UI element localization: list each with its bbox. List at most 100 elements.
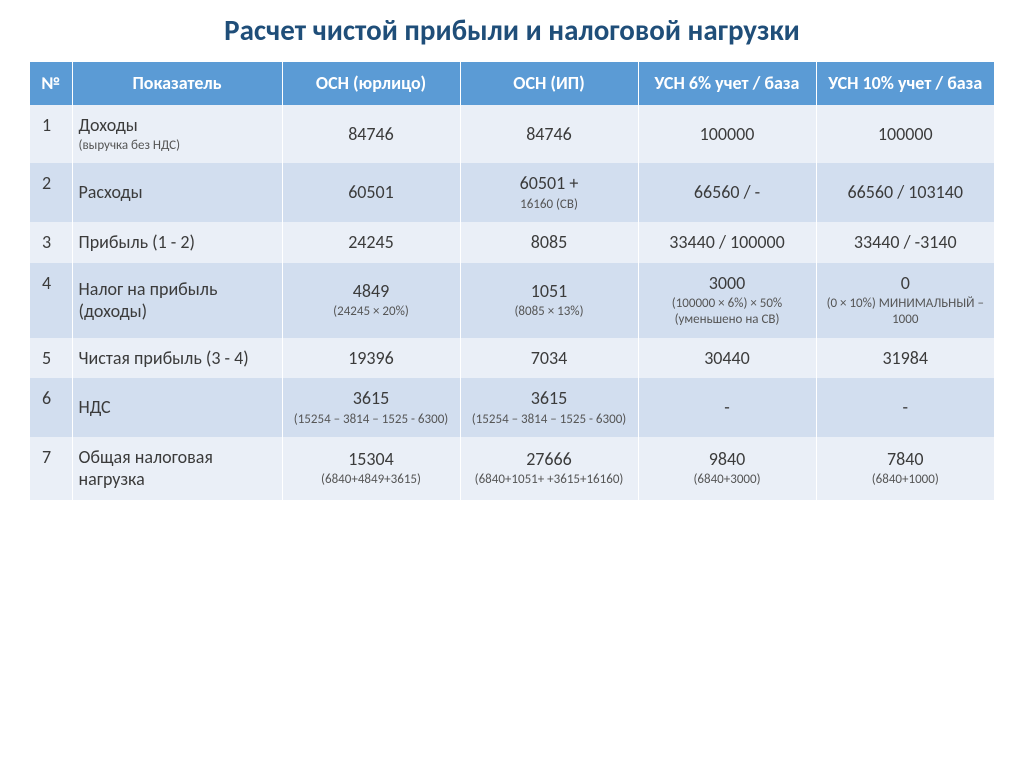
row-indicator: Налог на прибыль (доходы) — [72, 263, 282, 338]
cell-main-value: 7034 — [467, 347, 632, 370]
cell-usn6: 9840(6840+3000) — [638, 437, 816, 500]
cell-main-value: 84746 — [467, 123, 632, 146]
table-row: 5 Чистая прибыль (3 - 4) 19396 7034 30440 319… — [30, 338, 994, 379]
cell-main-value: 6 — [42, 387, 66, 410]
cell-sub-value: (6840+1051+ +3615+16160) — [467, 472, 632, 488]
cell-main-value: 84746 — [289, 123, 454, 146]
cell-sub-value: (15254 – 3814 – 1525 - 6300) — [467, 412, 632, 428]
cell-osn-ip: 84746 — [460, 105, 638, 164]
row-indicator: Расходы — [72, 163, 282, 222]
cell-osn-legal: 19396 — [282, 338, 460, 379]
table-row: 6НДС3615(15254 – 3814 – 1525 - 6300)3615… — [30, 378, 994, 437]
row-indicator: НДС — [72, 378, 282, 437]
cell-osn-legal: 15304(6840+4849+3615) — [282, 437, 460, 500]
cell-main-value: Чистая прибыль (3 - 4) — [79, 347, 276, 370]
cell-main-value: 15304 — [289, 448, 454, 471]
cell-sub-value: (24245 × 20%) — [289, 304, 454, 320]
cell-main-value: 5 — [42, 347, 66, 370]
row-num: 5 — [30, 338, 72, 379]
cell-usn10: - — [816, 378, 994, 437]
row-indicator: Общая налоговая нагрузка — [72, 437, 282, 500]
table-header-row: № Показатель ОСН (юрлицо) ОСН (ИП) УСН 6… — [30, 62, 994, 105]
header-osn-legal: ОСН (юрлицо) — [282, 62, 460, 105]
cell-osn-ip: 8085 — [460, 222, 638, 263]
cell-osn-ip: 27666(6840+1051+ +3615+16160) — [460, 437, 638, 500]
cell-main-value: 2 — [42, 172, 66, 195]
cell-usn6: - — [638, 378, 816, 437]
cell-usn6: 33440 / 100000 — [638, 222, 816, 263]
cell-main-value: 19396 — [289, 347, 454, 370]
cell-main-value: 66560 / - — [645, 181, 810, 204]
cell-main-value: 27666 — [467, 448, 632, 471]
cell-osn-legal: 60501 — [282, 163, 460, 222]
cell-main-value: 3 — [42, 231, 66, 254]
cell-sub-value: (6840+1000) — [823, 472, 989, 488]
cell-usn6: 30440 — [638, 338, 816, 379]
cell-osn-ip: 3615 (15254 – 3814 – 1525 - 6300) — [460, 378, 638, 437]
cell-main-value: Налог на прибыль (доходы) — [79, 278, 276, 323]
row-num: 4 — [30, 263, 72, 338]
cell-usn10: 0(0 × 10%) МИНИМАЛЬНЫЙ – 1000 — [816, 263, 994, 338]
table-row: 3 Прибыль (1 - 2) 24245 8085 33440 / 100000 3… — [30, 222, 994, 263]
cell-main-value: 7840 — [823, 448, 989, 471]
cell-main-value: 4849 — [289, 280, 454, 303]
row-num: 7 — [30, 437, 72, 500]
cell-main-value: Прибыль (1 - 2) — [79, 231, 276, 254]
cell-sub-value: (8085 × 13%) — [467, 304, 632, 320]
cell-osn-legal: 3615 (15254 – 3814 – 1525 - 6300) — [282, 378, 460, 437]
header-indicator: Показатель — [72, 62, 282, 105]
cell-usn10: 7840(6840+1000) — [816, 437, 994, 500]
cell-main-value: 1051 — [467, 280, 632, 303]
cell-main-value: 31984 — [823, 347, 989, 370]
cell-osn-legal: 24245 — [282, 222, 460, 263]
cell-osn-ip: 60501 +16160 (СВ) — [460, 163, 638, 222]
row-num: 1 — [30, 105, 72, 164]
cell-sub-value: (выручка без НДС) — [79, 138, 276, 154]
header-osn-ip: ОСН (ИП) — [460, 62, 638, 105]
cell-main-value: 33440 / -3140 — [823, 231, 989, 254]
cell-sub-value: (100000 × 6%) × 50% (уменьшено на СВ) — [645, 296, 810, 329]
row-indicator: Доходы(выручка без НДС) — [72, 105, 282, 164]
cell-usn6: 66560 / - — [638, 163, 816, 222]
row-num: 6 — [30, 378, 72, 437]
cell-usn6: 3000(100000 × 6%) × 50% (уменьшено на СВ… — [638, 263, 816, 338]
cell-main-value: 3615 — [289, 387, 454, 410]
cell-main-value: 1 — [42, 114, 66, 137]
cell-osn-ip: 7034 — [460, 338, 638, 379]
cell-main-value: 0 — [823, 272, 989, 295]
cell-usn10: 31984 — [816, 338, 994, 379]
cell-usn6: 100000 — [638, 105, 816, 164]
cell-main-value: Расходы — [79, 181, 276, 204]
cell-main-value: 24245 — [289, 231, 454, 254]
cell-main-value: 100000 — [823, 123, 989, 146]
cell-main-value: 3000 — [645, 272, 810, 295]
cell-main-value: 33440 / 100000 — [645, 231, 810, 254]
row-num: 3 — [30, 222, 72, 263]
table-row: 1 Доходы(выручка без НДС) 84746 84746 100000… — [30, 105, 994, 164]
cell-main-value: 9840 — [645, 448, 810, 471]
cell-main-value: 60501 + — [467, 172, 632, 195]
cell-main-value: - — [823, 396, 989, 419]
cell-main-value: 4 — [42, 272, 66, 295]
cell-main-value: Доходы — [79, 114, 276, 137]
cell-osn-legal: 4849(24245 × 20%) — [282, 263, 460, 338]
row-indicator: Прибыль (1 - 2) — [72, 222, 282, 263]
table-row: 4Налог на прибыль (доходы)4849(24245 × 2… — [30, 263, 994, 338]
header-usn10: УСН 10% учет / база — [816, 62, 994, 105]
cell-main-value: 8085 — [467, 231, 632, 254]
cell-usn10: 100000 — [816, 105, 994, 164]
page-title: Расчет чистой прибыли и налоговой нагруз… — [30, 12, 994, 48]
header-num: № — [30, 62, 72, 105]
table-row: 7Общая налоговая нагрузка15304(6840+4849… — [30, 437, 994, 500]
cell-sub-value: (15254 – 3814 – 1525 - 6300) — [289, 412, 454, 428]
row-num: 2 — [30, 163, 72, 222]
cell-main-value: Общая налоговая нагрузка — [79, 446, 276, 491]
cell-main-value: 30440 — [645, 347, 810, 370]
cell-main-value: НДС — [79, 396, 276, 419]
cell-main-value: 60501 — [289, 181, 454, 204]
table-row: 2 Расходы 60501 60501 +16160 (СВ) 66560 / - 6… — [30, 163, 994, 222]
cell-osn-ip: 1051(8085 × 13%) — [460, 263, 638, 338]
cell-sub-value: (6840+4849+3615) — [289, 472, 454, 488]
cell-main-value: 3615 — [467, 387, 632, 410]
cell-main-value: 66560 / 103140 — [823, 181, 989, 204]
